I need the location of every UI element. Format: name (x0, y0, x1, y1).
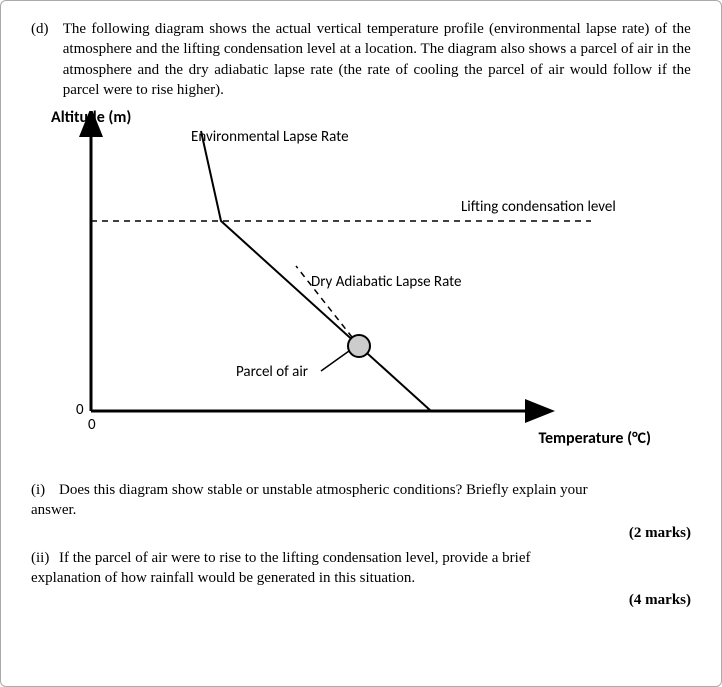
chart-svg: 00 Environmental Lapse Rate Lifting conden… (31, 111, 631, 451)
parcel-of-air (348, 335, 370, 357)
lcl-label: Lifting condensation level (461, 198, 616, 216)
subquestion-ii: (ii)If the parcel of air were to rise to… (31, 548, 691, 589)
question-d: (d) The following diagram shows the actu… (31, 19, 691, 100)
origin-x-label: 0 (88, 416, 96, 434)
subq-i-num: (i) (31, 480, 59, 500)
env-lapse-label: Environmental Lapse Rate (191, 128, 349, 146)
subq-ii-num: (ii) (31, 548, 59, 568)
subq-i-marks: (2 marks) (31, 525, 691, 542)
subq-ii-text-b: explanation of how rainfall would be gen… (31, 570, 415, 586)
origin-y-label: 0 (76, 401, 84, 419)
question-text: The following diagram shows the actual v… (63, 19, 691, 100)
parcel-label: Parcel of air (236, 363, 308, 381)
subquestion-i: (i)Does this diagram show stable or unst… (31, 480, 691, 521)
subq-ii-text-a: If the parcel of air were to rise to the… (59, 550, 530, 566)
subq-i-text-b: answer. (31, 502, 76, 518)
lapse-rate-diagram: Altitude (m) 00Environmental Lapse RateL… (31, 108, 691, 448)
subq-ii-marks: (4 marks) (31, 592, 691, 609)
x-axis-title: Temperature (°C) (31, 429, 651, 448)
exam-question-page: (d) The following diagram shows the actu… (0, 0, 722, 687)
parcel-leader (321, 351, 349, 371)
question-label: (d) (31, 19, 59, 39)
subq-i-text-a: Does this diagram show stable or unstabl… (59, 482, 588, 498)
dry-adiabatic-label: Dry Adiabatic Lapse Rate (311, 273, 461, 291)
